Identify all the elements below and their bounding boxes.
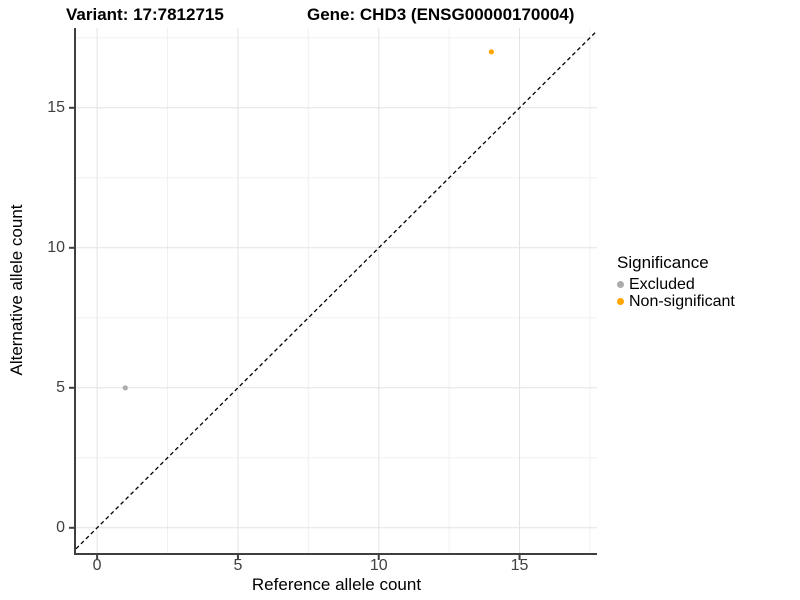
y-tick-label: 10 <box>47 238 65 256</box>
plot-title-gene: Gene: CHD3 (ENSG00000170004) <box>307 5 575 24</box>
legend-item-non-significant: Non-significant <box>617 293 735 310</box>
plot-panel <box>69 28 598 560</box>
legend-item-label: Non-significant <box>629 292 735 310</box>
x-tick-label: 0 <box>92 557 102 574</box>
excluded-dot-icon <box>617 281 624 288</box>
legend-item-excluded: Excluded <box>617 276 735 293</box>
legend-item-label: Excluded <box>629 275 695 293</box>
data-point-non-significant <box>488 49 494 55</box>
x-axis-label: Reference allele count <box>251 575 422 594</box>
plot-title-variant: Variant: 17:7812715 <box>66 5 224 24</box>
y-tick-label: 5 <box>56 378 65 396</box>
legend-title: Significance <box>617 253 709 272</box>
identity-line <box>75 30 598 550</box>
x-tick-label: 15 <box>510 557 529 574</box>
y-tick-label: 15 <box>47 98 65 116</box>
y-tick-label: 0 <box>56 518 65 536</box>
plot-canvas <box>69 28 598 560</box>
x-tick-label: 5 <box>233 557 243 574</box>
data-point-excluded <box>122 385 128 391</box>
legend: Significance Excluded Non-significant <box>617 253 735 310</box>
y-axis-label: Alternative allele count <box>7 204 26 376</box>
non-significant-dot-icon <box>617 298 624 305</box>
x-tick-label: 10 <box>369 557 388 574</box>
